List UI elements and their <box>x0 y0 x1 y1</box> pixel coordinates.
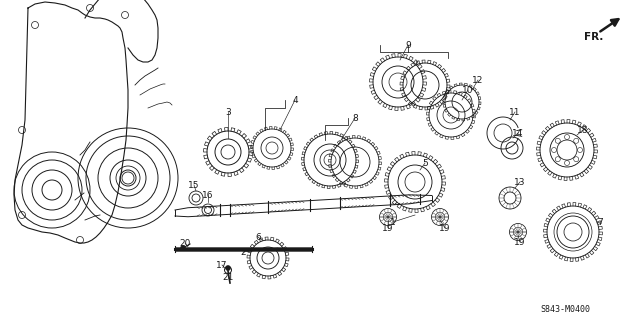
Circle shape <box>181 245 186 251</box>
Text: 7: 7 <box>597 218 603 227</box>
Text: 2: 2 <box>240 247 246 257</box>
Text: 10: 10 <box>463 85 474 94</box>
Circle shape <box>225 266 230 270</box>
Text: 13: 13 <box>514 178 526 187</box>
Text: 12: 12 <box>472 76 484 84</box>
Text: 19: 19 <box>382 223 394 233</box>
Text: 4: 4 <box>292 95 298 105</box>
Text: 20: 20 <box>179 238 191 247</box>
Text: 21: 21 <box>222 274 234 283</box>
Text: 1: 1 <box>390 218 396 227</box>
Text: 5: 5 <box>422 158 428 167</box>
Text: 19: 19 <box>439 223 451 233</box>
Text: S843-M0400: S843-M0400 <box>540 306 590 315</box>
Text: 17: 17 <box>216 260 228 269</box>
Text: 16: 16 <box>202 190 214 199</box>
Text: 3: 3 <box>225 108 231 116</box>
Text: FR.: FR. <box>584 32 604 42</box>
Text: 11: 11 <box>509 108 521 116</box>
Text: 6: 6 <box>255 233 261 242</box>
Text: 15: 15 <box>188 180 200 189</box>
Text: 14: 14 <box>512 129 524 138</box>
Text: 19: 19 <box>514 237 526 246</box>
Text: 8: 8 <box>352 114 358 123</box>
Text: 18: 18 <box>577 125 589 134</box>
Text: 9: 9 <box>405 41 411 50</box>
